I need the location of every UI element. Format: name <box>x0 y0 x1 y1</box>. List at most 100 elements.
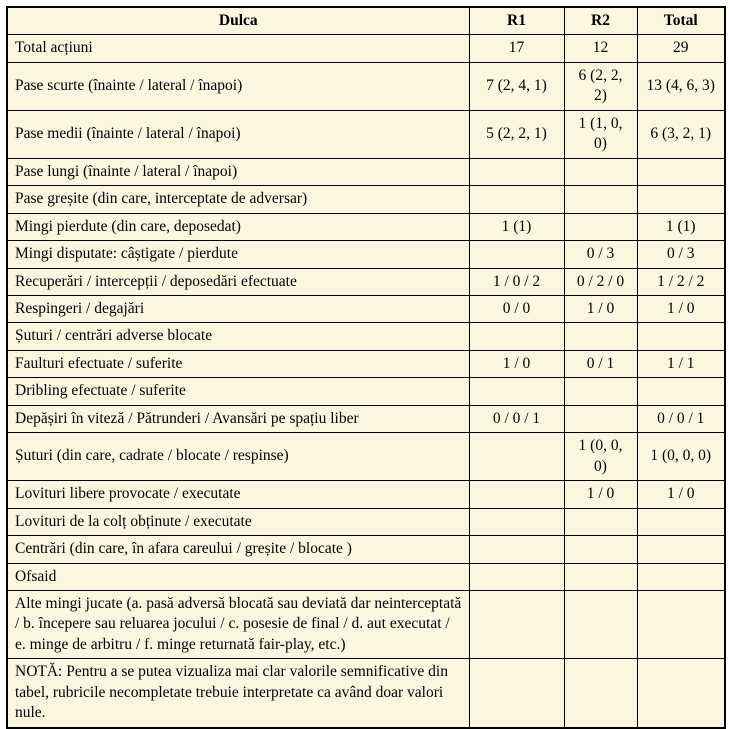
row-value-r2 <box>563 658 638 729</box>
row-value-total <box>636 507 726 537</box>
row-value-r2 <box>563 535 638 564</box>
row-value-r1 <box>468 322 565 351</box>
row-value-total: 6 (3, 2, 1) <box>636 109 726 159</box>
row-label: Alte mingi jucate (a. pasă adversă bloca… <box>6 589 470 660</box>
row-label: Respingeri / degajări <box>6 294 470 324</box>
row-label: Lovituri libere provocate / executate <box>6 480 470 509</box>
row-value-r1 <box>468 185 565 214</box>
row-label: Mingi disputate: câștigate / pierdute <box>6 240 470 269</box>
header-total: Total <box>636 6 726 36</box>
row-value-r1 <box>468 480 565 509</box>
row-value-r1 <box>468 157 565 187</box>
row-label: Mingi pierdute (din care, deposedat) <box>6 212 470 242</box>
row-label: Total acțiuni <box>6 34 470 63</box>
row-value-total <box>636 562 726 591</box>
table-row: Lovituri libere provocate / executate 1 /… <box>6 480 726 509</box>
row-value-r2 <box>563 562 638 591</box>
row-label: Ofsaid <box>6 562 470 591</box>
row-label: Faulturi efectuate / suferite <box>6 349 470 379</box>
table-row: Recuperări / intercepții / deposedări ef… <box>6 267 726 296</box>
row-label: Pase medii (înainte / lateral / înapoi) <box>6 109 470 159</box>
row-value-total: 1 (0, 0, 0) <box>636 432 726 482</box>
row-value-total <box>636 185 726 214</box>
row-value-total: 1 (1) <box>636 212 726 242</box>
row-label: Recuperări / intercepții / deposedări ef… <box>6 267 470 296</box>
row-value-r1: 17 <box>468 34 565 63</box>
row-value-r2: 0 / 3 <box>563 240 638 269</box>
row-value-total <box>636 658 726 729</box>
row-label: NOTĂ: Pentru a se putea vizualiza mai cl… <box>6 658 470 729</box>
header-player-name: Dulca <box>6 6 470 36</box>
table-row: Lovituri de la colț obținute / executate <box>6 507 726 537</box>
row-value-r1 <box>468 535 565 564</box>
row-value-r2 <box>563 404 638 434</box>
row-value-total: 13 (4, 6, 3) <box>636 61 726 111</box>
table-row: Ofsaid <box>6 562 726 591</box>
row-value-total <box>636 535 726 564</box>
row-label: Lovituri de la colț obținute / executate <box>6 507 470 537</box>
table-row: Centrări (din care, în afara careului / … <box>6 535 726 564</box>
row-value-r2 <box>563 589 638 660</box>
row-value-r1 <box>468 589 565 660</box>
row-value-r2: 0 / 1 <box>563 349 638 379</box>
row-value-r1 <box>468 377 565 406</box>
table-row: Pase greșite (din care, interceptate de … <box>6 185 726 214</box>
stats-table-body: Total acțiuni 17 12 29 Pase scurte (înainte … <box>6 34 726 729</box>
row-value-total <box>636 322 726 351</box>
row-value-total <box>636 157 726 187</box>
row-value-r2: 0 / 2 / 0 <box>563 267 638 296</box>
row-label: Centrări (din care, în afara careului / … <box>6 535 470 564</box>
row-value-r2: 1 (1, 0, 0) <box>563 109 638 159</box>
row-value-r2: 12 <box>563 34 638 63</box>
table-row: Mingi disputate: câștigate / pierdute 0 /… <box>6 240 726 269</box>
row-label: Pase lungi (înainte / lateral / înapoi) <box>6 157 470 187</box>
row-value-r2: 1 / 0 <box>563 294 638 324</box>
row-value-r2: 1 / 0 <box>563 480 638 509</box>
table-row: Alte mingi jucate (a. pasă adversă bloca… <box>6 589 726 660</box>
row-value-r1: 1 / 0 / 2 <box>468 267 565 296</box>
row-value-r1 <box>468 562 565 591</box>
row-value-total: 1 / 0 <box>636 480 726 509</box>
row-label: Șuturi / centrări adverse blocate <box>6 322 470 351</box>
row-value-r2 <box>563 377 638 406</box>
row-value-total: 29 <box>636 34 726 63</box>
row-value-total: 1 / 0 <box>636 294 726 324</box>
row-value-r2 <box>563 322 638 351</box>
row-value-r2: 1 (0, 0, 0) <box>563 432 638 482</box>
table-row: Total acțiuni 17 12 29 <box>6 34 726 63</box>
row-value-r1 <box>468 507 565 537</box>
header-r1: R1 <box>468 6 565 36</box>
header-r2: R2 <box>563 6 638 36</box>
row-value-r2 <box>563 507 638 537</box>
row-value-r1: 1 (1) <box>468 212 565 242</box>
table-row: Șuturi / centrări adverse blocate <box>6 322 726 351</box>
table-row: Pase lungi (înainte / lateral / înapoi) <box>6 157 726 187</box>
table-row: Pase scurte (înainte / lateral / înapoi)… <box>6 61 726 111</box>
row-value-r2 <box>563 212 638 242</box>
row-value-r2 <box>563 157 638 187</box>
row-value-r2 <box>563 185 638 214</box>
row-value-r1 <box>468 658 565 729</box>
table-row: Pase medii (înainte / lateral / înapoi) 5… <box>6 109 726 159</box>
player-stats-table: Dulca R1 R2 Total Total acțiuni 17 12 29 Pas… <box>6 6 726 729</box>
table-row: Dribling efectuate / suferite <box>6 377 726 406</box>
row-label: Șuturi (din care, cadrate / blocate / re… <box>6 432 470 482</box>
row-value-r1 <box>468 240 565 269</box>
row-label: Pase greșite (din care, interceptate de … <box>6 185 470 214</box>
row-value-total <box>636 589 726 660</box>
table-row: NOTĂ: Pentru a se putea vizualiza mai cl… <box>6 658 726 729</box>
row-value-total: 0 / 3 <box>636 240 726 269</box>
table-row: Șuturi (din care, cadrate / blocate / re… <box>6 432 726 482</box>
row-value-total: 1 / 2 / 2 <box>636 267 726 296</box>
row-label: Pase scurte (înainte / lateral / înapoi) <box>6 61 470 111</box>
row-value-r1 <box>468 432 565 482</box>
row-value-total: 1 / 1 <box>636 349 726 379</box>
row-label: Dribling efectuate / suferite <box>6 377 470 406</box>
row-label: Depășiri în viteză / Pătrunderi / Avansă… <box>6 404 470 434</box>
row-value-r1: 7 (2, 4, 1) <box>468 61 565 111</box>
row-value-total <box>636 377 726 406</box>
row-value-total: 0 / 0 / 1 <box>636 404 726 434</box>
